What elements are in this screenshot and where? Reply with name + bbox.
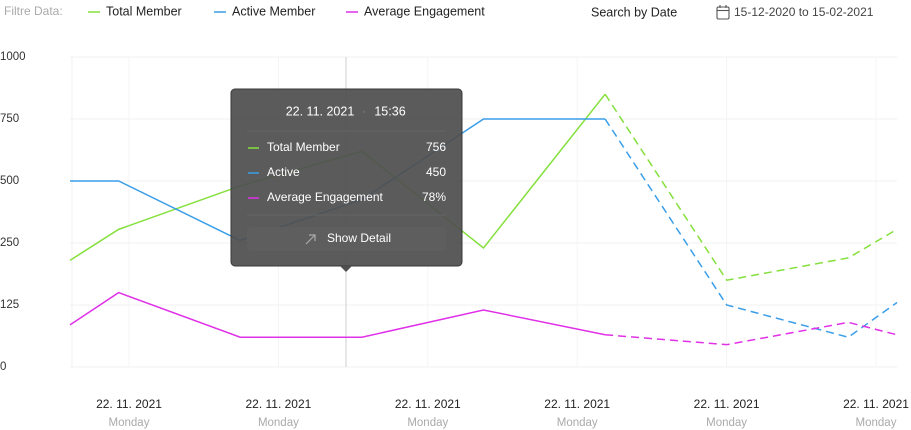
y-tick-label: 250 [0, 237, 19, 249]
tooltip-row-label: Total Member [267, 140, 340, 154]
tooltip: 22. 11. 2021 · 15:36 Total Member 756 Active 4… [230, 88, 463, 272]
legend-label: Average Engagement [364, 4, 485, 18]
x-tick-day: Monday [557, 417, 598, 429]
x-tick-day: Monday [407, 417, 448, 429]
tooltip-row-label: Average Engagement [267, 190, 384, 204]
show-detail-label: Show Detail [327, 231, 391, 245]
x-tick-day: Monday [856, 417, 897, 429]
x-tick-date: 22. 11. 2021 [96, 397, 162, 411]
x-tick-date: 22. 11. 2021 [843, 397, 909, 411]
date-range[interactable]: 15-12-2020 to 15-02-2021 [734, 5, 874, 19]
tooltip-row-label: Active [267, 165, 300, 179]
y-tick-label: 1000 [0, 51, 26, 63]
tooltip-row-value: 450 [426, 165, 446, 179]
series-line-dashed [605, 321, 898, 346]
tooltip-row-value: 78% [422, 190, 446, 204]
arrow-icon [305, 234, 316, 245]
x-tick-date: 22. 11. 2021 [395, 397, 461, 411]
y-tick-label: 0 [0, 361, 6, 373]
filter-label: Filtre Data: [4, 4, 63, 18]
x-tick-date: 22. 11. 2021 [694, 397, 760, 411]
series-line-dashed [604, 118, 898, 339]
tooltip-row-value: 756 [426, 140, 446, 154]
x-tick-day: Monday [258, 417, 299, 429]
y-tick-label: 750 [0, 113, 19, 125]
series-line-dashed [604, 93, 898, 282]
tooltip-date: 22. 11. 2021 [286, 104, 355, 118]
x-tick-date: 22. 11. 2021 [544, 397, 610, 411]
x-tick-date: 22. 11. 2021 [245, 397, 311, 411]
tooltip-sep: · [362, 107, 365, 118]
series-line [69, 291, 606, 338]
search-label[interactable]: Search by Date [591, 5, 677, 19]
tooltip-pointer [340, 266, 352, 272]
calendar-icon[interactable] [716, 5, 730, 20]
legend-label: Total Member [106, 4, 182, 18]
y-tick-label: 500 [0, 175, 19, 187]
legend-label: Active Member [232, 4, 315, 18]
y-tick-label: 125 [0, 299, 19, 311]
x-tick-day: Monday [109, 417, 150, 429]
tooltip-time: 15:36 [374, 104, 405, 118]
x-tick-day: Monday [706, 417, 747, 429]
show-detail-button[interactable] [247, 227, 446, 251]
